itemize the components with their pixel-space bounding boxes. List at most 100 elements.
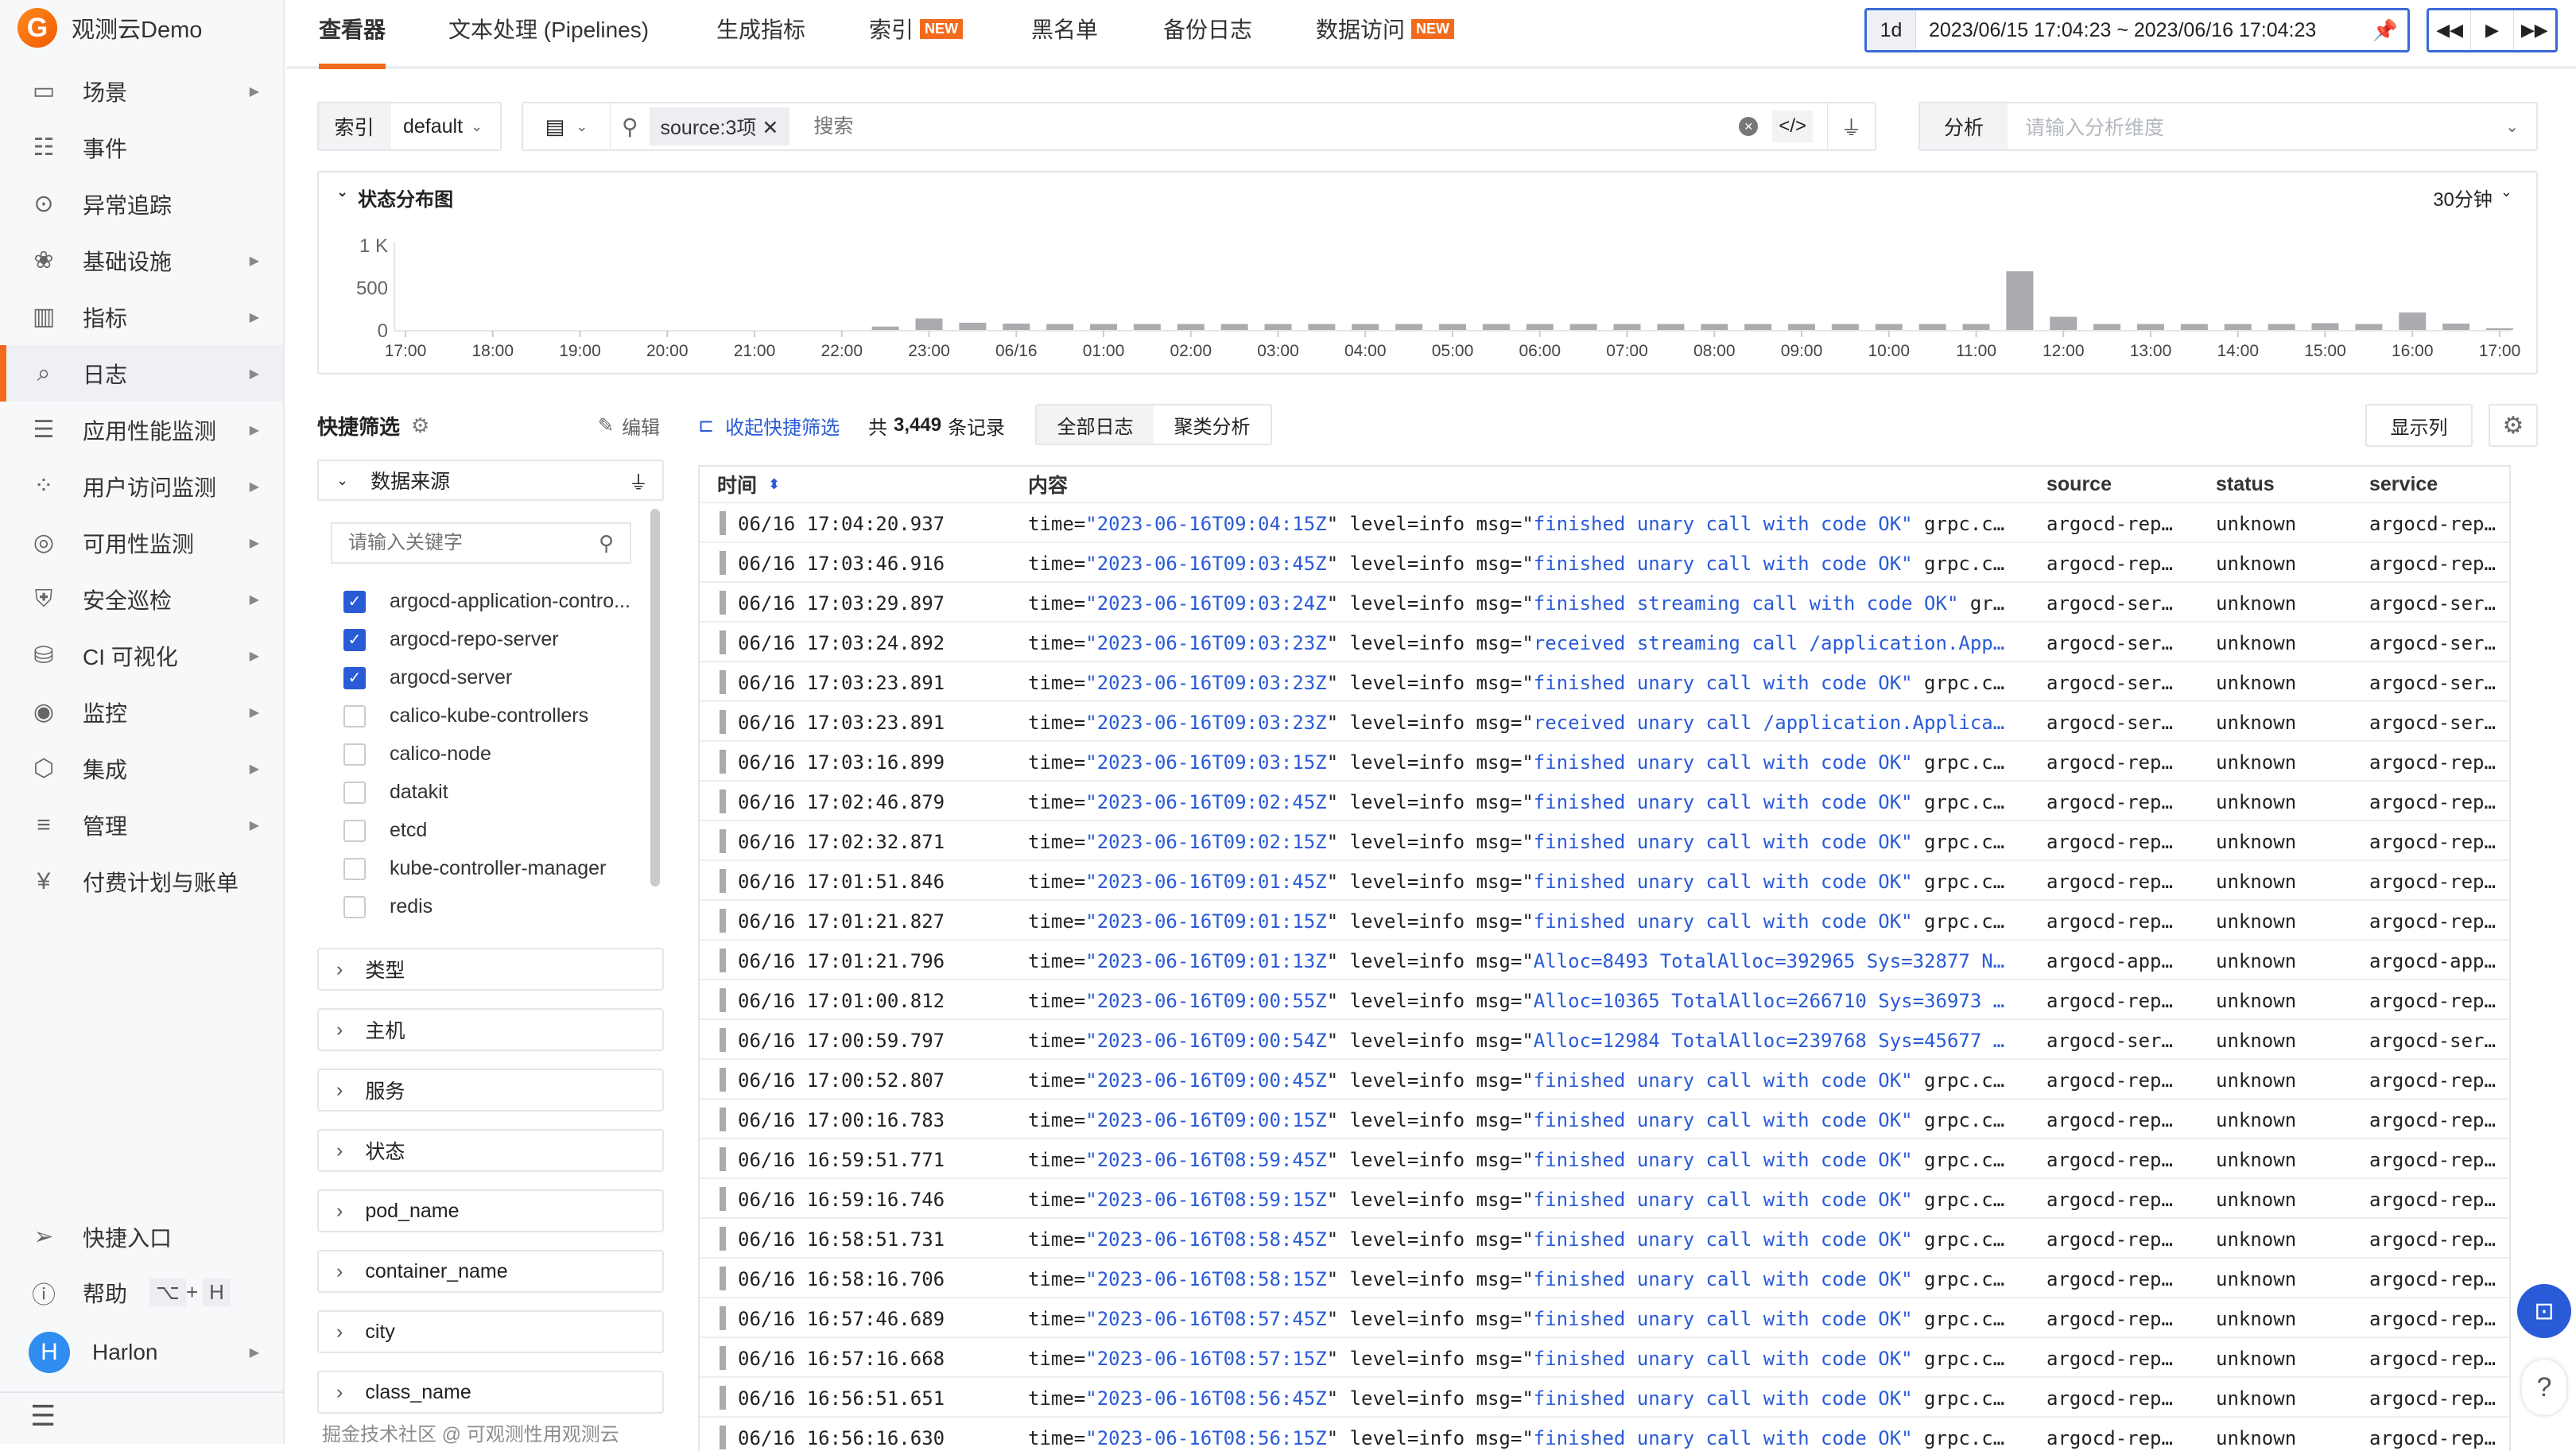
table-row[interactable]: 06/16 17:00:59.797 time="2023-06-16T09:00… [700,1018,2509,1058]
gear-icon[interactable]: ⚙ [411,413,430,437]
sidebar-item-10[interactable]: ⛁ CI 可视化 ▶ [0,627,283,684]
table-row[interactable]: 06/16 16:59:51.771 time="2023-06-16T08:59… [700,1138,2509,1177]
bar[interactable] [1569,324,1597,330]
bar[interactable] [1613,324,1641,330]
sidebar-item-14[interactable]: ¥ 付费计划与账单 [0,853,283,910]
checkbox[interactable] [343,895,366,918]
filter-chip[interactable]: source:3项 ✕ [649,107,790,145]
table-row[interactable]: 06/16 16:58:16.706 time="2023-06-16T08:58… [700,1257,2509,1297]
filter-group[interactable]: › class_name [317,1371,664,1414]
keyword-search[interactable]: ⚲ [331,522,631,564]
table-row[interactable]: 06/16 17:03:29.897 time="2023-06-16T09:03… [700,581,2509,621]
chart-collapse-toggle[interactable]: ⌄ 状态分布图 [336,184,453,211]
query-mode-selector[interactable]: ▤ ⌄ [523,103,611,149]
source-filter-item[interactable]: kube-controller-manager [343,857,606,880]
app-logo[interactable]: G 观测云Demo [17,8,202,48]
tab-cluster-analysis[interactable]: 聚类分析 [1174,416,1251,438]
sort-icon[interactable]: ⬍ [768,475,781,492]
bar[interactable] [1918,324,1946,330]
tab-1[interactable]: 文本处理 (Pipelines) [448,13,649,45]
table-row[interactable]: 06/16 16:56:51.651 time="2023-06-16T08:56… [700,1376,2509,1416]
collapse-quick-filter-button[interactable]: ⊏ 收起快捷筛选 [698,409,840,441]
bar[interactable] [1701,324,1728,330]
table-row[interactable]: 06/16 17:03:16.899 time="2023-06-16T09:03… [700,740,2509,780]
filter-scrollbar[interactable] [650,509,660,887]
tab-0[interactable]: 查看器 [319,13,386,45]
table-row[interactable]: 06/16 17:02:46.879 time="2023-06-16T09:02… [700,780,2509,820]
source-filter-item[interactable]: datakit [343,781,448,804]
bar[interactable] [2268,324,2295,330]
sidebar-item-2[interactable]: ⊙ 异常追踪 [0,176,283,232]
sidebar-item-1[interactable]: ☷ 事件 [0,119,283,176]
bar[interactable] [2311,323,2339,330]
keyword-input[interactable] [348,532,599,554]
sidebar-item-8[interactable]: ◎ 可用性监测 ▶ [0,514,283,571]
sidebar-item-11[interactable]: ◉ 监控 ▶ [0,684,283,740]
bar[interactable] [1352,324,1379,330]
sidebar-item-12[interactable]: ⬡ 集成 ▶ [0,740,283,797]
table-row[interactable]: 06/16 17:00:52.807 time="2023-06-16T09:00… [700,1058,2509,1098]
filter-group[interactable]: › container_name [317,1250,664,1293]
bar[interactable] [1133,324,1161,330]
checkbox[interactable] [343,743,366,766]
bar[interactable] [1395,324,1423,330]
sidebar-item-5[interactable]: ⌕ 日志 ▶ [0,345,283,402]
status-bar-chart[interactable]: 0 500 1 K 17:00 18:00 19:00 20:00 21:00 22:00 23:… [319,173,2539,376]
table-row[interactable]: 06/16 17:01:21.796 time="2023-06-16T09:01… [700,939,2509,979]
checkbox[interactable] [343,819,366,842]
column-header-status[interactable]: status [2216,472,2275,495]
sidebar-item-0[interactable]: ▭ 场景 ▶ [0,63,283,119]
bar[interactable] [1831,324,1859,330]
screenshot-feedback-button[interactable]: ⊡ [2517,1284,2571,1338]
source-filter-item[interactable]: ✓ argocd-repo-server [343,628,559,651]
bar[interactable] [2399,312,2427,330]
sidebar-item-3[interactable]: ❀ 基础设施 ▶ [0,232,283,289]
time-range-picker[interactable]: 1d 2023/06/15 17:04:23 ~ 2023/06/16 17:0… [1864,8,2410,52]
bar[interactable] [2355,324,2383,330]
bar[interactable] [2137,324,2164,330]
table-row[interactable]: 06/16 17:03:23.891 time="2023-06-16T09:03… [700,700,2509,740]
pin-icon[interactable]: 📌 [2372,17,2398,42]
show-columns-button[interactable]: 显示列 [2365,404,2473,447]
source-filter-item[interactable]: ✓ argocd-server [343,666,512,689]
close-icon[interactable]: ✕ [762,117,779,139]
source-filter-item[interactable]: calico-node [343,743,491,766]
filter-group[interactable]: › city [317,1310,664,1353]
tab-3[interactable]: 索引 NEW [869,13,964,45]
bar[interactable] [2224,324,2252,330]
source-filter-item[interactable]: calico-kube-controllers [343,704,588,727]
checkbox[interactable] [343,857,366,880]
help-float-button[interactable]: ? [2522,1360,2566,1415]
table-row[interactable]: 06/16 17:03:24.892 time="2023-06-16T09:03… [700,621,2509,661]
column-header-source[interactable]: source [2046,472,2112,495]
column-header-time[interactable]: 时间 ⬍ [717,467,780,502]
bar[interactable] [1875,324,1903,330]
table-row[interactable]: 06/16 17:01:51.846 time="2023-06-16T09:01… [700,859,2509,899]
filter-group[interactable]: › 主机 [317,1008,664,1051]
bar[interactable] [1788,324,1815,330]
sidebar-item-7[interactable]: ⁘ 用户访问监测 ▶ [0,458,283,514]
clear-icon[interactable]: ✕ [1739,117,1759,136]
checkbox[interactable] [343,781,366,804]
table-row[interactable]: 06/16 17:01:21.827 time="2023-06-16T09:01… [700,899,2509,939]
bar[interactable] [1090,324,1117,330]
table-row[interactable]: 06/16 17:01:00.812 time="2023-06-16T09:00… [700,979,2509,1018]
index-selector[interactable]: 索引 default ⌄ [317,102,502,151]
bar[interactable] [1744,324,1772,330]
table-row[interactable]: 06/16 17:03:23.891 time="2023-06-16T09:03… [700,661,2509,700]
bar[interactable] [915,318,943,330]
bar[interactable] [959,322,987,330]
tab-6[interactable]: 数据访问 NEW [1316,13,1455,45]
checkbox[interactable]: ✓ [343,666,366,689]
collapse-sidebar-icon[interactable]: ☰ [30,1399,56,1432]
bar[interactable] [1526,324,1554,330]
filter-icon[interactable]: ⏚ [1827,103,1875,149]
table-row[interactable]: 06/16 16:57:16.668 time="2023-06-16T08:57… [700,1337,2509,1376]
bar[interactable] [1177,324,1205,330]
filter-group[interactable]: › 类型 [317,948,664,991]
bar[interactable] [871,326,899,330]
bar[interactable] [2006,271,2034,330]
tab-all-logs[interactable]: 全部日志 [1037,405,1154,444]
filter-group[interactable]: › 状态 [317,1129,664,1172]
source-filter-item[interactable]: redis [343,895,433,918]
